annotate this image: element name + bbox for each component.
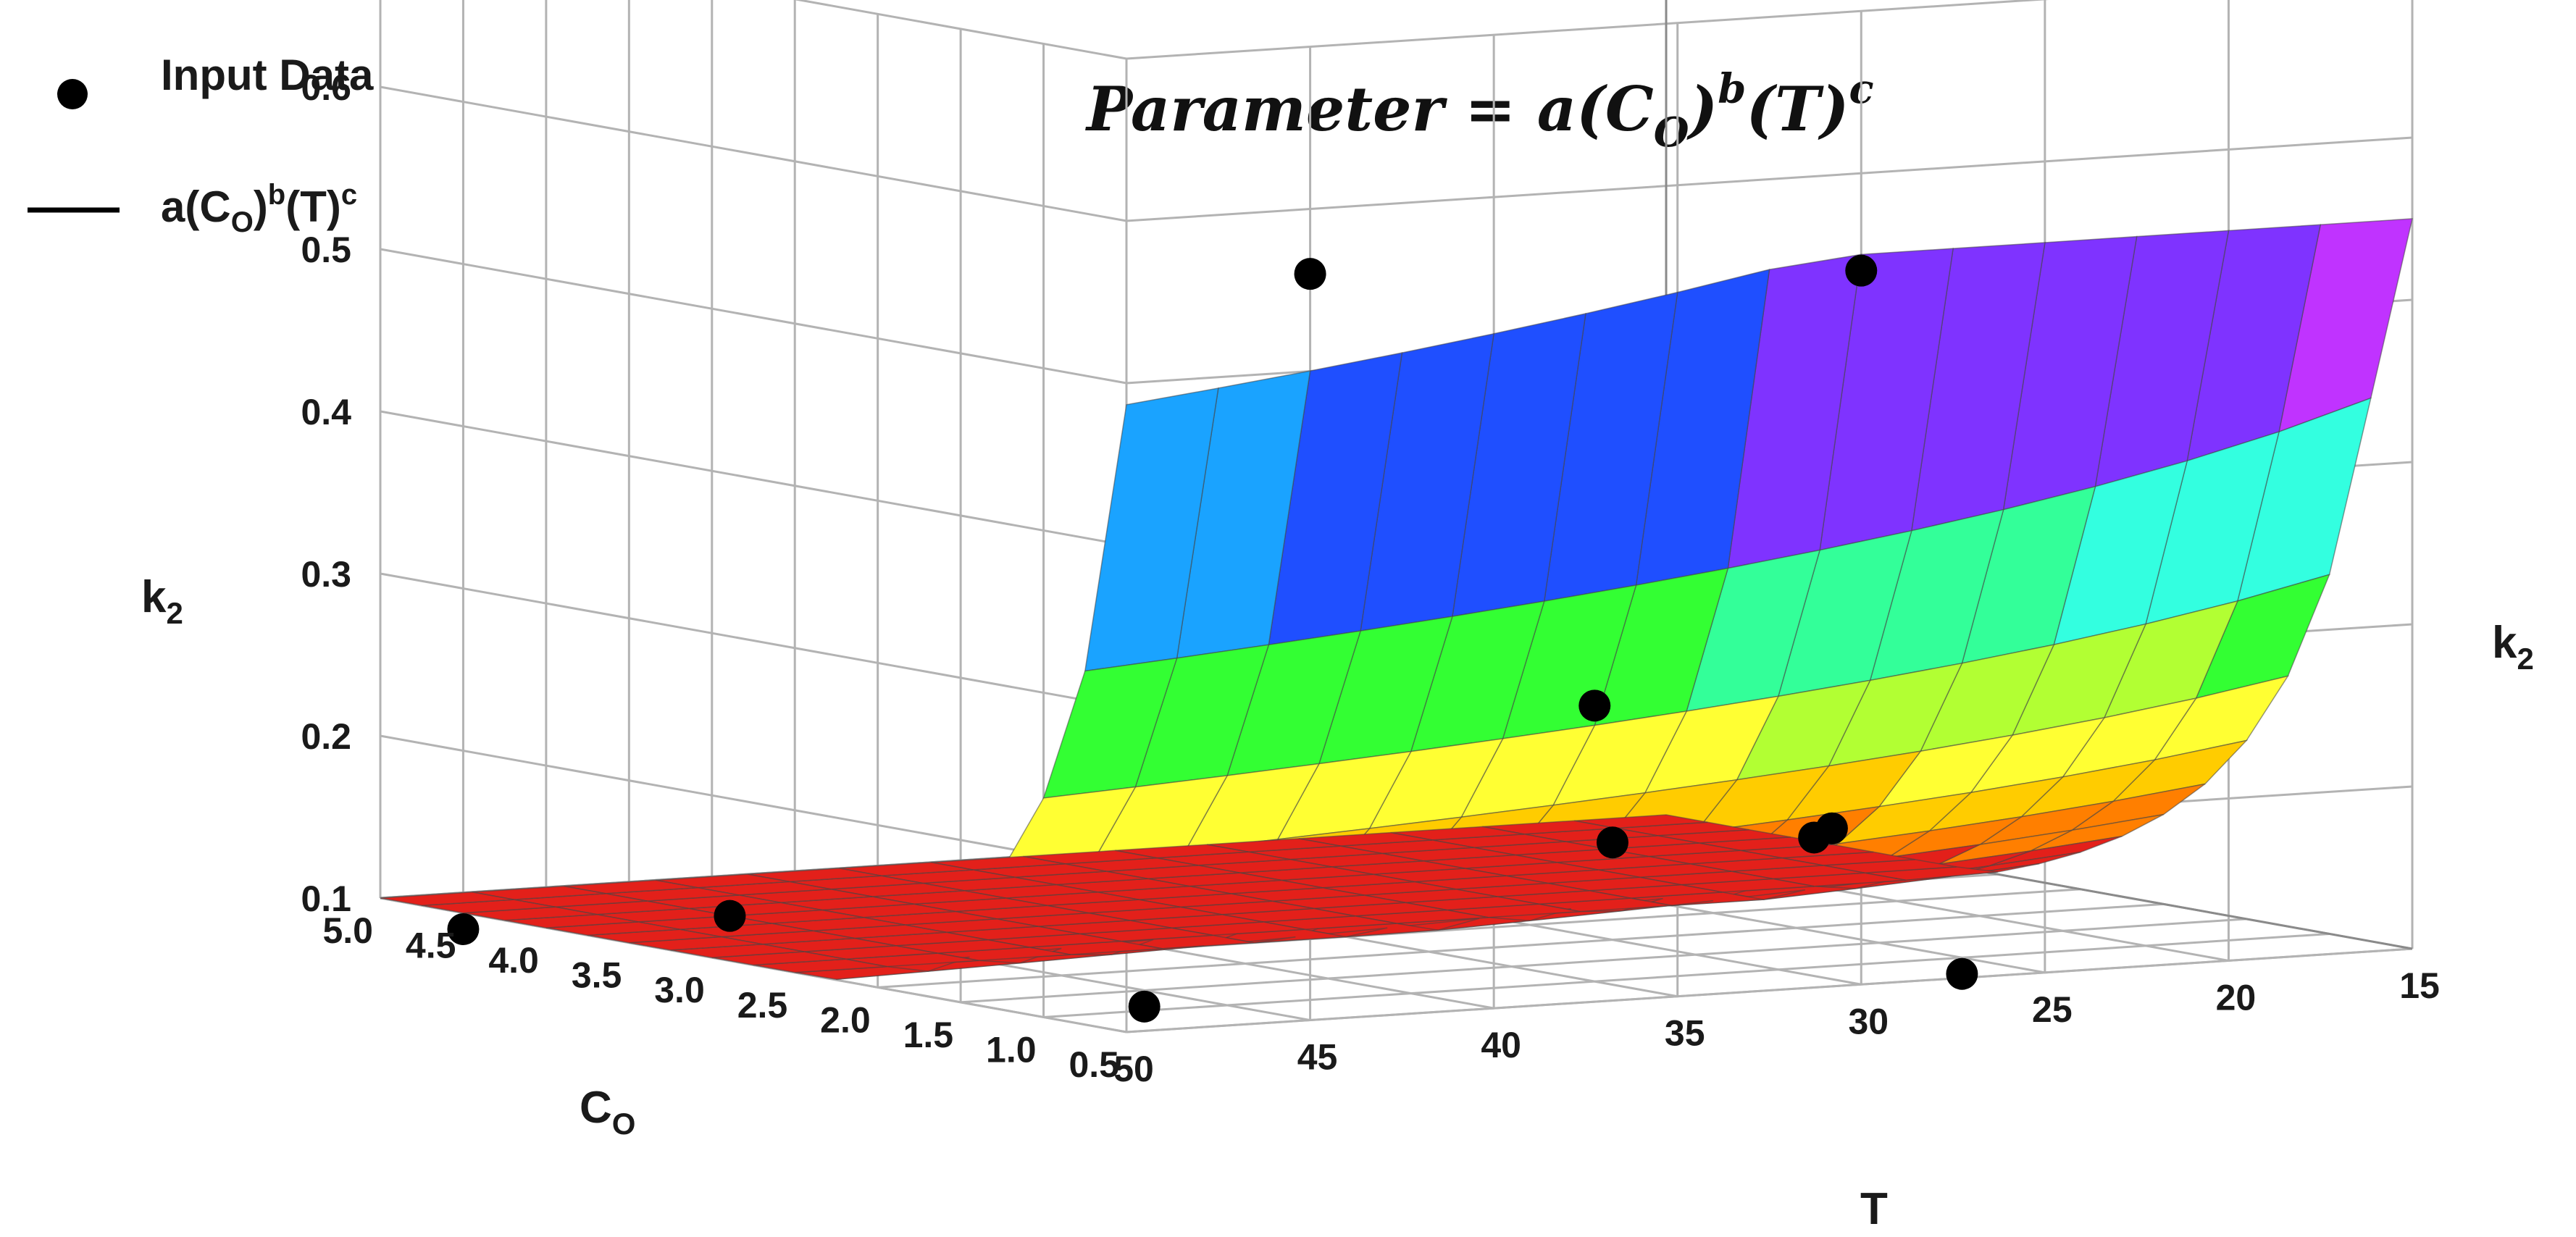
k2-right-axis-title-main: k (2492, 618, 2517, 668)
co-tick-label: 2.5 (737, 985, 788, 1026)
legend-model-sub: O (231, 206, 254, 238)
k2-axis-title-sub: 2 (166, 596, 183, 630)
k2-tick-label: 0.2 (301, 716, 351, 757)
k2-tick-label: 0.4 (301, 392, 351, 432)
input-data-points (447, 254, 1978, 1023)
eq-sub: O (1654, 109, 1689, 156)
t-axis-title: T (1860, 1184, 1888, 1234)
input-data-point (447, 913, 480, 945)
co-tick-label: 0.5 (1069, 1044, 1119, 1085)
t-tick-label: 20 (2216, 977, 2257, 1018)
co-tick-label: 3.0 (654, 970, 705, 1010)
co-axis-title-main: C (580, 1083, 612, 1133)
input-data-point (714, 900, 746, 932)
legend-dot-marker (57, 79, 88, 109)
eq-mid2: (T) (1746, 73, 1849, 145)
input-data-point (1845, 254, 1878, 287)
co-tick-label: 4.0 (488, 940, 539, 981)
legend-label-model: a(CO)b(T)c (161, 179, 357, 238)
t-tick-label: 35 (1665, 1013, 1705, 1054)
k2-right-axis-title-sub: 2 (2517, 642, 2533, 676)
input-data-point (1294, 258, 1326, 290)
eq-mid: ) (1686, 73, 1718, 145)
fitted-surface (380, 218, 2413, 981)
k2-right-axis-title: k2 (2492, 618, 2534, 676)
k2-axis-title: k2 (141, 572, 183, 630)
t-tick-labels: 50 45 40 35 30 25 20 15 (1113, 965, 2440, 1089)
legend-model-a: a(C (161, 183, 231, 231)
k2-tick-label: 0.6 (301, 67, 351, 108)
legend-model-c: (T) (285, 183, 341, 231)
k2-tick-label: 0.1 (301, 879, 351, 919)
t-tick-label: 40 (1481, 1025, 1521, 1065)
co-tick-label: 3.5 (572, 955, 622, 996)
co-tick-labels: 5.0 4.5 4.0 3.5 3.0 2.5 2.0 1.5 1.0 0.5 (322, 910, 1119, 1085)
co-tick-label: 4.5 (406, 926, 456, 966)
k2-tick-label: 0.3 (301, 554, 351, 595)
co-axis-title-sub: O (612, 1107, 636, 1141)
co-tick-label: 2.0 (820, 999, 871, 1040)
gridline (1126, 947, 2413, 1033)
input-data-point (1578, 689, 1611, 722)
t-tick-label: 15 (2399, 965, 2440, 1006)
legend-model-sup2: c (341, 179, 357, 211)
input-data-point (1815, 812, 1848, 844)
input-data-point (1596, 826, 1628, 859)
t-tick-label: 30 (1848, 1001, 1889, 1041)
gridline (877, 902, 2164, 989)
k2-axis-title-main: k (141, 572, 167, 622)
co-axis-title: CO (580, 1083, 635, 1141)
legend-model-b: ) (254, 183, 268, 231)
gridline (1043, 932, 2330, 1018)
gridline (793, 0, 1127, 60)
t-tick-label: 50 (1113, 1049, 1154, 1089)
input-data-point (1128, 990, 1161, 1023)
eq-lead: Parameter = a(C (1085, 73, 1654, 145)
gridline (380, 248, 1127, 385)
co-tick-label: 1.5 (903, 1015, 954, 1055)
gridline (380, 734, 1127, 871)
surface-patch (380, 892, 514, 907)
gridline (380, 572, 1127, 709)
legend: Input Data a(CO)b(T)c (28, 51, 374, 238)
t-tick-label: 25 (2032, 989, 2073, 1030)
k2-tick-labels: 0.70.60.50.40.30.20.1 (301, 67, 351, 919)
gridline (961, 918, 2247, 1004)
gridline (380, 410, 1127, 547)
co-tick-label: 1.0 (986, 1029, 1037, 1070)
legend-label-input-data: Input Data (161, 51, 374, 99)
eq-sup1: b (1718, 65, 1746, 113)
t-tick-label: 45 (1297, 1037, 1338, 1078)
chart-equation: Parameter = a(CO)b(T)c (1085, 65, 1874, 156)
gridline (1126, 136, 2413, 222)
legend-model-sup1: b (268, 179, 285, 211)
gridline (1126, 0, 2049, 60)
co-tick-label: 5.0 (322, 910, 373, 951)
gridline (380, 85, 1127, 222)
input-data-point (1946, 957, 1978, 990)
k2-tick-label: 0.5 (301, 230, 351, 270)
